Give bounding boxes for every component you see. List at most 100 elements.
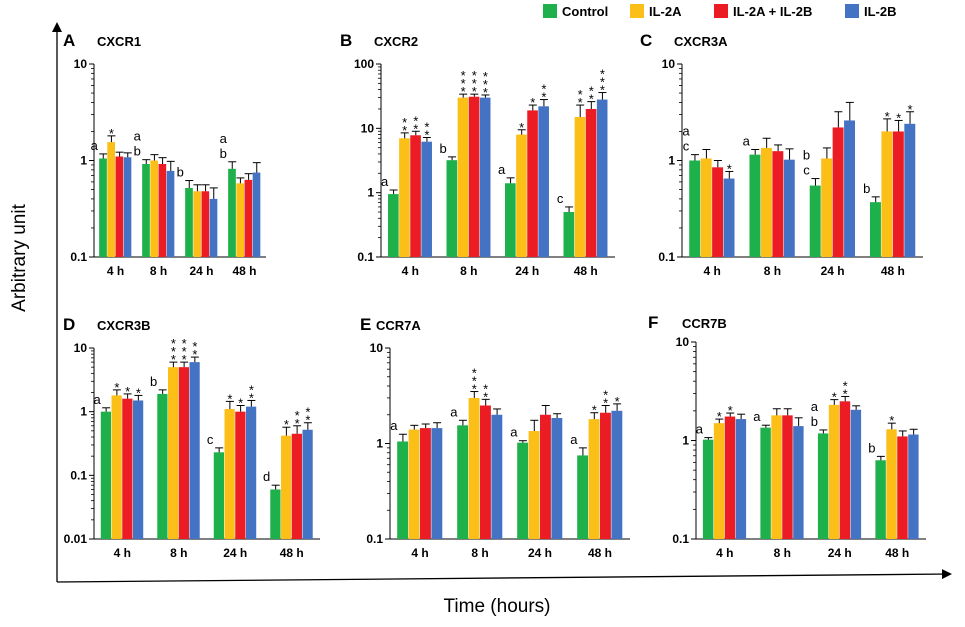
panel-c-group-letter: a bbox=[743, 134, 751, 149]
panel-d-bar-il2a bbox=[281, 435, 292, 539]
panel-b-bar-control bbox=[563, 212, 575, 257]
panel-e-bar-il2b bbox=[431, 428, 443, 539]
figure-x-axis-arrow bbox=[56, 569, 952, 583]
panel-a-group-letter: a bbox=[220, 131, 228, 146]
panel-b-bar-il2a-il2b bbox=[468, 96, 480, 257]
panel-e-significance-star: * bbox=[592, 403, 597, 418]
panel-c-y-tick-label: 10 bbox=[662, 57, 676, 71]
panel-d-significance-star: * bbox=[125, 384, 130, 399]
panel-e-significance-star: * bbox=[472, 366, 477, 381]
panel-d-significance-star: * bbox=[305, 413, 310, 428]
panel-d-significance-star: * bbox=[182, 352, 187, 367]
panel-c-group-letter: b bbox=[803, 148, 810, 163]
panel-a-group-letter: b bbox=[134, 144, 141, 159]
panel-d-group-letter: a bbox=[94, 392, 102, 407]
panel-d-x-tick-label: 4 h bbox=[114, 546, 131, 560]
panel-b-significance-star: * bbox=[413, 121, 418, 136]
panel-f-group-letter: a bbox=[753, 409, 761, 424]
panel-c-bar-il2a-il2b bbox=[772, 151, 784, 257]
panel-d-group-letter: c bbox=[207, 432, 214, 447]
panel-a-bar-control bbox=[228, 168, 236, 257]
panel-a-bar-il2b bbox=[252, 172, 261, 257]
panel-c-x-tick-label: 4 h bbox=[703, 264, 720, 278]
panel-b-significance-star: * bbox=[413, 113, 418, 128]
panel-a-bar-il2b bbox=[166, 170, 175, 257]
panel-c-x-tick-label: 8 h bbox=[764, 264, 781, 278]
panel-f-bar-il2b bbox=[793, 426, 804, 539]
panel-b-significance-star: * bbox=[600, 83, 605, 98]
panel-f-bar-il2a bbox=[771, 415, 782, 539]
panel-c-bar-il2a bbox=[821, 158, 833, 257]
legend-swatch-control bbox=[543, 4, 557, 18]
panel-b-y-tick-label: 10 bbox=[361, 121, 375, 135]
panel-d-x-tick-label: 8 h bbox=[170, 546, 187, 560]
panel-f-x-tick-label: 4 h bbox=[716, 546, 733, 560]
panel-e-significance-star: * bbox=[603, 395, 608, 410]
panel-f-x-tick-label: 8 h bbox=[774, 546, 791, 560]
panel-b-significance-star: * bbox=[530, 95, 535, 110]
panel-f-significance-star: * bbox=[832, 390, 837, 405]
panel-a-bar-il2a-il2b bbox=[115, 156, 124, 257]
panel-b-significance-star: * bbox=[402, 123, 407, 138]
panel-b-y-tick-label: 0.1 bbox=[357, 250, 374, 264]
panel-b-group-letter: a bbox=[498, 162, 506, 177]
panel-c-bar-il2b bbox=[783, 159, 795, 257]
panel-a-bar-il2a bbox=[107, 142, 115, 257]
panel-e-significance-star: * bbox=[603, 387, 608, 402]
panel-d-significance-star: * bbox=[192, 347, 197, 362]
panel-f-bar-il2a-il2b bbox=[782, 415, 793, 539]
panel-e-bar-il2a bbox=[468, 397, 480, 539]
panel-d-bar-control bbox=[100, 411, 112, 539]
panel-e-letter: E bbox=[360, 315, 371, 334]
panel-d-significance-star: * bbox=[136, 385, 141, 400]
panel-d-bar-il2a-il2b bbox=[122, 398, 133, 539]
panel-d-y-tick-label: 1 bbox=[80, 405, 87, 419]
panel-c-letter: C bbox=[640, 31, 652, 50]
panel-c-bar-il2a bbox=[700, 158, 712, 257]
panel-f-x-tick-label: 48 h bbox=[885, 546, 909, 560]
panel-f-significance-star: * bbox=[889, 413, 894, 428]
panel-c-y-tick-label: 1 bbox=[668, 154, 675, 168]
panel-b-significance-star: * bbox=[424, 120, 429, 135]
panel-d-y-tick-label: 0.1 bbox=[70, 468, 87, 482]
panel-a-bar-control bbox=[142, 163, 150, 257]
panel-d-bar-il2a-il2b bbox=[178, 367, 189, 539]
panel-b-bar-control bbox=[446, 160, 458, 257]
panel-e-bar-il2a bbox=[408, 429, 420, 539]
panel-c-group-letter: a bbox=[682, 124, 690, 139]
panel-c-x-tick-label: 24 h bbox=[821, 264, 845, 278]
panel-c-significance-star: * bbox=[727, 161, 732, 176]
panel-b-y-tick-label: 100 bbox=[354, 57, 374, 71]
panel-b-bar-il2b bbox=[421, 141, 432, 257]
panel-c-x-tick-label: 48 h bbox=[881, 264, 905, 278]
panel-d-bar-control bbox=[213, 452, 225, 539]
panel-c-bar-control bbox=[689, 160, 701, 257]
panel-d-bar-control bbox=[270, 489, 281, 539]
panel-a-group-letter: a bbox=[134, 129, 142, 144]
panel-e-bar-il2b bbox=[611, 410, 623, 539]
panel-b-significance-star: * bbox=[461, 76, 466, 91]
panel-f-bar-il2a bbox=[713, 423, 725, 539]
panel-f-bar-il2a bbox=[886, 429, 897, 539]
panel-b-bar-control bbox=[505, 183, 516, 257]
panel-f-title: CCR7B bbox=[682, 316, 727, 331]
panel-a-letter: A bbox=[63, 31, 75, 50]
panel-d-x-tick-label: 24 h bbox=[223, 546, 247, 560]
panel-b-group-letter: c bbox=[557, 191, 564, 206]
panel-d-significance-star: * bbox=[295, 408, 300, 423]
panel-f-bar-control bbox=[875, 460, 886, 539]
panel-f-letter: F bbox=[648, 313, 658, 332]
panel-b-bar-il2b bbox=[538, 106, 549, 257]
panel-f-bar-il2a-il2b bbox=[839, 401, 851, 539]
panel-d-bar-il2b bbox=[245, 406, 257, 539]
panel-b-group-letter: b bbox=[439, 141, 446, 156]
panel-a-y-tick-label: 1 bbox=[80, 154, 87, 168]
panel-a-x-tick-label: 4 h bbox=[107, 264, 124, 278]
panel-e-y-tick-label: 0.1 bbox=[366, 532, 383, 546]
